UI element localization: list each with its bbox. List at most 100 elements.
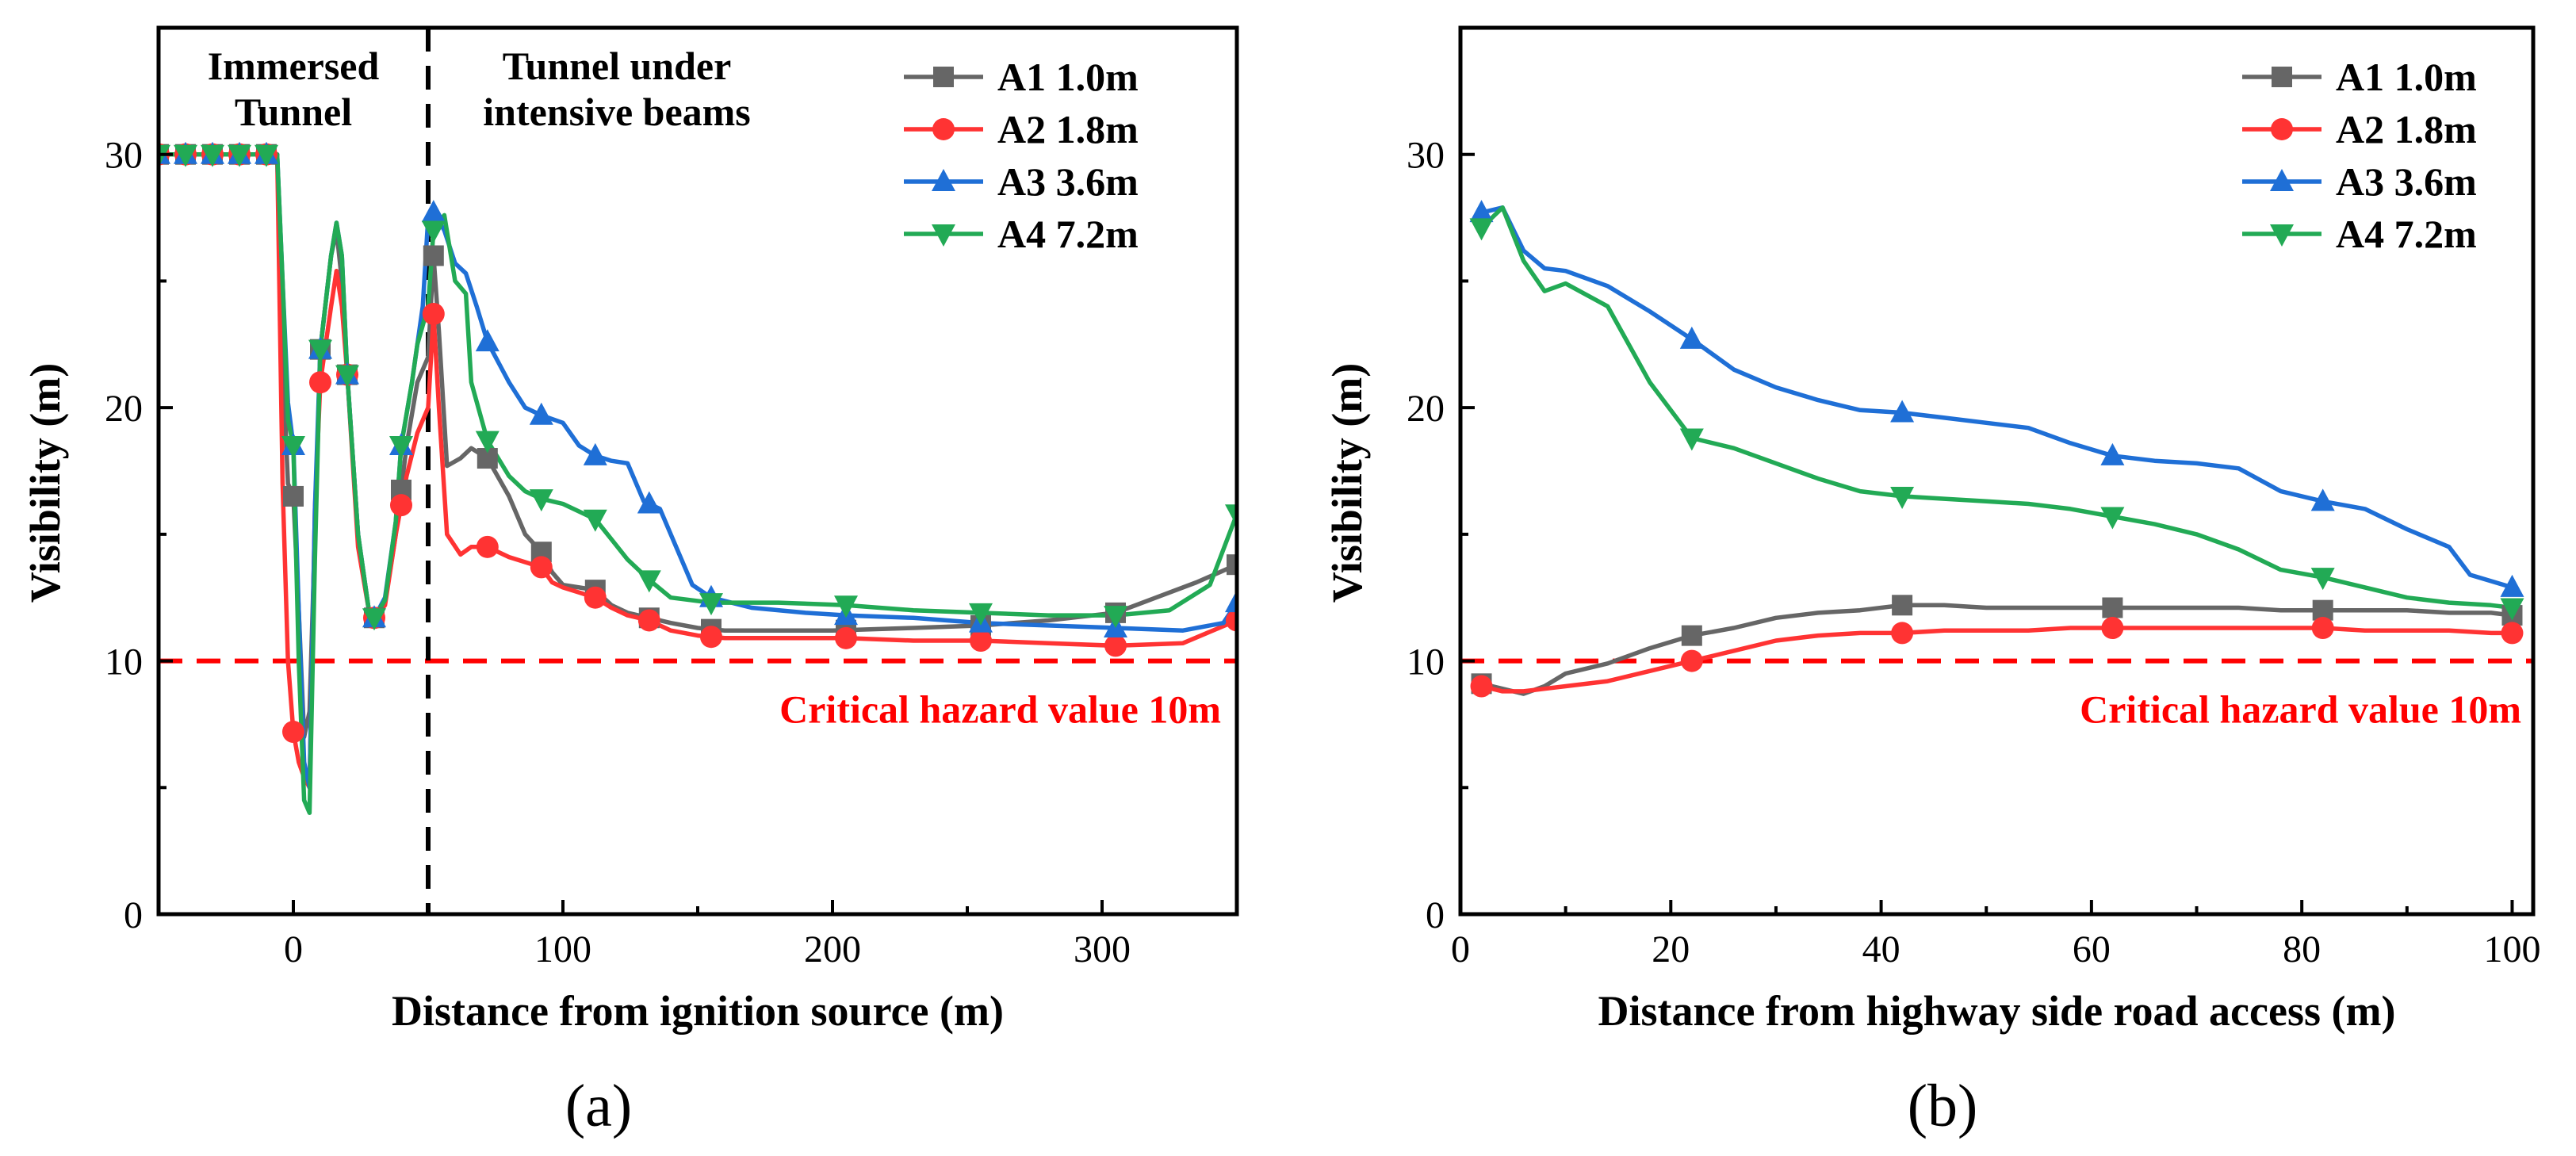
x-tick-label: 80	[2283, 928, 2321, 970]
x-axis-title: Distance from highway side road access (…	[1598, 987, 2396, 1035]
data-point	[2311, 617, 2334, 640]
data-point	[335, 365, 359, 388]
data-point	[421, 200, 446, 223]
y-axis-title: Visibility (m)	[1323, 363, 1371, 603]
y-tick-label: 30	[1407, 135, 1445, 177]
legend-marker	[932, 224, 955, 247]
data-point	[529, 402, 553, 425]
data-point	[2100, 442, 2125, 465]
data-point	[969, 603, 993, 626]
data-point	[390, 494, 412, 517]
y-axis-title: Visibility (m)	[21, 363, 69, 603]
region-label: Immersed	[208, 44, 380, 88]
series-line-3	[1480, 205, 2513, 590]
data-point	[700, 626, 722, 649]
y-tick-label: 20	[1407, 388, 1445, 430]
legend-label: A4 7.2m	[2336, 212, 2477, 256]
data-point	[1469, 200, 1494, 223]
x-tick-label: 0	[1451, 928, 1470, 970]
x-tick-label: 0	[284, 928, 303, 970]
x-tick-label: 20	[1652, 928, 1690, 970]
plot-frame	[1458, 25, 2536, 917]
data-point	[529, 489, 553, 512]
data-point	[2500, 574, 2524, 597]
data-point	[1227, 554, 1237, 576]
panel-label: (b)	[1908, 1073, 1978, 1139]
y-tick-label: 30	[105, 135, 143, 177]
data-point	[583, 442, 607, 465]
data-point	[475, 329, 500, 352]
y-tick-label: 10	[105, 641, 143, 683]
data-point	[1679, 428, 1704, 451]
legend-marker	[2271, 118, 2293, 140]
series-line-1	[1480, 603, 2513, 696]
series-group	[1469, 200, 2524, 698]
legend-label: A1 1.0m	[2336, 55, 2477, 99]
data-point	[1680, 649, 1703, 672]
data-point	[283, 485, 304, 507]
y-tick-label: 20	[105, 388, 143, 430]
data-point	[1681, 625, 1702, 646]
data-point	[637, 570, 661, 593]
data-point	[308, 339, 332, 362]
y-tick-label: 0	[1426, 894, 1445, 936]
data-point	[1469, 218, 1494, 241]
legend-label: A4 7.2m	[997, 212, 1139, 256]
legend-label: A3 3.6m	[997, 159, 1139, 204]
data-point	[255, 144, 278, 167]
legend-marker	[933, 67, 954, 87]
region-label: Tunnel	[235, 90, 352, 134]
data-point	[1679, 326, 1704, 349]
data-point	[281, 436, 305, 459]
data-point	[2310, 568, 2335, 591]
x-tick-label: 100	[534, 928, 591, 970]
data-point	[201, 144, 224, 167]
data-point	[476, 535, 499, 558]
data-point	[282, 721, 304, 744]
region-label: Tunnel under	[503, 44, 732, 88]
data-point	[970, 630, 992, 653]
data-point	[475, 431, 500, 454]
legend-label: A2 1.8m	[2336, 107, 2477, 151]
data-point	[1104, 606, 1127, 629]
data-point	[228, 144, 251, 167]
region-label: intensive beams	[483, 90, 751, 134]
data-point	[421, 220, 446, 243]
x-tick-label: 300	[1074, 928, 1131, 970]
data-point	[699, 593, 723, 616]
y-tick-label: 10	[1407, 641, 1445, 683]
data-point	[583, 509, 607, 532]
hazard-label: Critical hazard value 10m	[779, 687, 1221, 732]
legend-label: A2 1.8m	[997, 107, 1139, 151]
hazard-label: Critical hazard value 10m	[2080, 687, 2521, 732]
x-tick-label: 200	[804, 928, 861, 970]
legend-marker	[2270, 169, 2294, 191]
data-point	[1890, 400, 1915, 423]
x-tick-label: 100	[2483, 928, 2540, 970]
legend-marker	[2270, 224, 2294, 247]
data-point	[1891, 622, 1914, 645]
data-point	[1470, 675, 1493, 698]
legend-marker	[932, 169, 955, 191]
data-point	[834, 595, 858, 618]
data-point	[2100, 507, 2125, 530]
data-point	[174, 144, 197, 167]
data-point	[2310, 488, 2335, 511]
series-line-4	[1479, 205, 2513, 611]
data-point	[1226, 609, 1237, 632]
panel-label: (a)	[565, 1073, 632, 1139]
legend-label: A1 1.0m	[997, 55, 1139, 99]
data-point	[1892, 595, 1913, 616]
legend: A1 1.0m A2 1.8m A3 3.6m A4 7.2m	[904, 55, 1139, 256]
data-point	[637, 609, 660, 632]
data-point	[1225, 590, 1237, 613]
data-point	[422, 302, 445, 325]
legend-label: A3 3.6m	[2336, 159, 2477, 204]
data-point	[530, 556, 553, 579]
data-point	[2102, 597, 2123, 618]
data-point	[584, 586, 607, 609]
series-group	[159, 141, 1237, 815]
legend-marker	[932, 118, 955, 140]
